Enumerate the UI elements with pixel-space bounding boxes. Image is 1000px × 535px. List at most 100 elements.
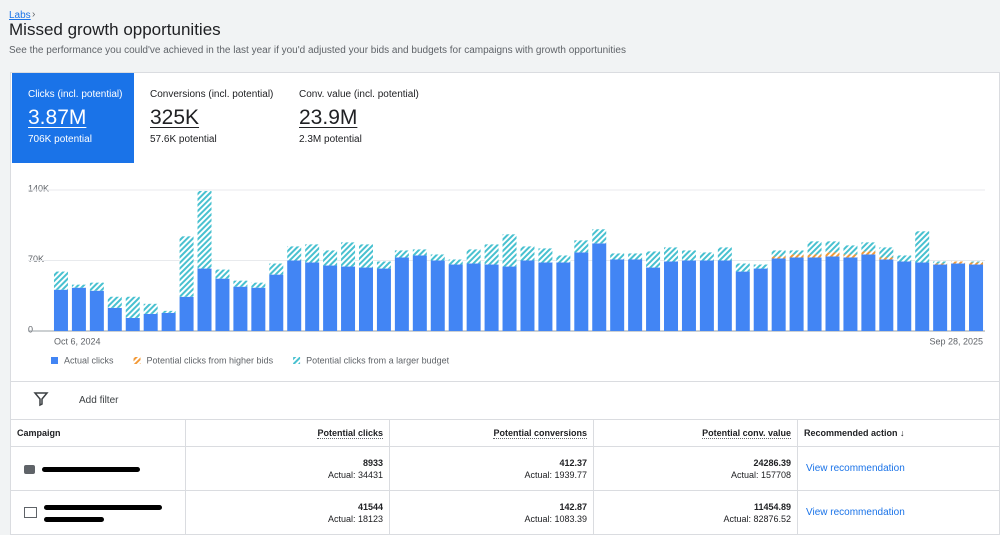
view-recommendation[interactable]: View recommendation bbox=[806, 463, 905, 474]
bar-segment bbox=[180, 236, 194, 296]
bar-segment bbox=[126, 318, 140, 331]
chart: 070K140KOct 6, 2024Sep 28, 2025Actual cl… bbox=[0, 0, 1000, 380]
bar-segment bbox=[825, 252, 839, 256]
bar-segment bbox=[395, 257, 409, 331]
bar-segment bbox=[431, 254, 445, 260]
bar-segment bbox=[323, 250, 337, 265]
bar-segment bbox=[54, 290, 68, 331]
bar-segment bbox=[413, 249, 427, 255]
bar-segment bbox=[377, 269, 391, 331]
bar-segment bbox=[54, 272, 68, 290]
potential-value: 24286.39 bbox=[753, 458, 791, 468]
bar-segment bbox=[503, 234, 517, 266]
legend-label: Potential clicks from a larger budget bbox=[306, 355, 450, 365]
bar-segment bbox=[628, 259, 642, 331]
bar-segment bbox=[736, 264, 750, 272]
redacted-name bbox=[44, 505, 162, 510]
bar-segment bbox=[305, 244, 319, 262]
bar-segment bbox=[879, 257, 893, 259]
bar-segment bbox=[162, 311, 176, 313]
cell: 8933Actual: 34431 bbox=[186, 447, 390, 491]
column-header[interactable]: Potential clicks bbox=[186, 420, 390, 447]
y-tick-label: 140K bbox=[28, 183, 49, 193]
action-cell: View recommendation bbox=[798, 447, 1000, 491]
bar-segment bbox=[592, 229, 606, 243]
bar-segment bbox=[969, 265, 983, 331]
cell: 41544Actual: 18123 bbox=[186, 491, 390, 535]
bar-segment bbox=[269, 264, 283, 275]
legend-label: Potential clicks from higher bids bbox=[147, 355, 274, 365]
bar-segment bbox=[664, 247, 678, 261]
cell: 412.37Actual: 1939.77 bbox=[390, 447, 594, 491]
bar-segment bbox=[485, 265, 499, 331]
bar-segment bbox=[610, 259, 624, 331]
bar-segment bbox=[72, 285, 86, 288]
bar-segment bbox=[305, 263, 319, 331]
view-recommendation[interactable]: View recommendation bbox=[806, 507, 905, 518]
bar-segment bbox=[879, 259, 893, 331]
bar-segment bbox=[72, 288, 86, 331]
bar-segment bbox=[198, 191, 212, 269]
bar-segment bbox=[897, 255, 911, 261]
bar-segment bbox=[395, 250, 409, 257]
bar-segment bbox=[843, 245, 857, 254]
bar-segment bbox=[610, 253, 624, 259]
potential-value: 412.37 bbox=[559, 458, 587, 468]
bar-segment bbox=[646, 268, 660, 331]
legend-label: Actual clicks bbox=[64, 355, 114, 365]
bar-segment bbox=[772, 256, 786, 258]
bar-segment bbox=[144, 304, 158, 314]
bar-segment bbox=[825, 256, 839, 331]
y-tick-label: 70K bbox=[28, 254, 44, 264]
legend-swatch bbox=[134, 357, 141, 364]
column-header-text: Potential conversions bbox=[493, 428, 587, 439]
bar-segment bbox=[251, 288, 265, 331]
bar-segment bbox=[574, 252, 588, 331]
cell: 11454.89Actual: 82876.52 bbox=[594, 491, 798, 535]
bar-segment bbox=[772, 258, 786, 331]
bar-segment bbox=[144, 314, 158, 331]
bar-segment bbox=[413, 255, 427, 331]
bar-segment bbox=[790, 254, 804, 257]
table-header: Campaign Potential clicks Potential conv… bbox=[11, 420, 1000, 447]
bar-segment bbox=[233, 287, 247, 331]
column-header: Campaign bbox=[11, 420, 186, 447]
bar-segment bbox=[682, 261, 696, 332]
bar-segment bbox=[520, 261, 534, 332]
y-tick-label: 0 bbox=[28, 324, 33, 334]
bar-segment bbox=[628, 253, 642, 259]
cell: 142.87Actual: 1083.39 bbox=[390, 491, 594, 535]
bar-segment bbox=[718, 247, 732, 260]
bar-segment bbox=[682, 250, 696, 260]
bar-segment bbox=[359, 268, 373, 331]
bar-segment bbox=[520, 246, 534, 260]
bar-segment bbox=[754, 269, 768, 331]
column-header[interactable]: Potential conversions bbox=[390, 420, 594, 447]
campaign-cell bbox=[11, 447, 186, 491]
add-filter[interactable]: Add filter bbox=[79, 395, 118, 406]
column-header[interactable]: Potential conv. value bbox=[594, 420, 798, 447]
bar-segment bbox=[790, 257, 804, 331]
bar-segment bbox=[861, 242, 875, 251]
bar-segment bbox=[879, 247, 893, 257]
bar-segment bbox=[467, 264, 481, 331]
bar-segment bbox=[556, 255, 570, 262]
bar-segment bbox=[269, 275, 283, 331]
bar-segment bbox=[538, 248, 552, 262]
table-row: 41544Actual: 18123 142.87Actual: 1083.39… bbox=[11, 491, 1000, 535]
bar-segment bbox=[90, 291, 104, 331]
bar-segment bbox=[861, 251, 875, 254]
potential-value: 11454.89 bbox=[754, 502, 791, 512]
bar-segment bbox=[108, 297, 122, 308]
bar-segment bbox=[287, 261, 301, 332]
actual-value: Actual: 18123 bbox=[328, 514, 383, 524]
bar-segment bbox=[664, 262, 678, 331]
bar-segment bbox=[431, 261, 445, 332]
x-tick-label: Sep 28, 2025 bbox=[929, 336, 983, 346]
column-header[interactable]: Recommended action ↓ bbox=[798, 420, 1000, 447]
bar-segment bbox=[808, 257, 822, 331]
bar-segment bbox=[772, 250, 786, 256]
bar-segment bbox=[162, 313, 176, 331]
action-cell: View recommendation bbox=[798, 491, 1000, 535]
